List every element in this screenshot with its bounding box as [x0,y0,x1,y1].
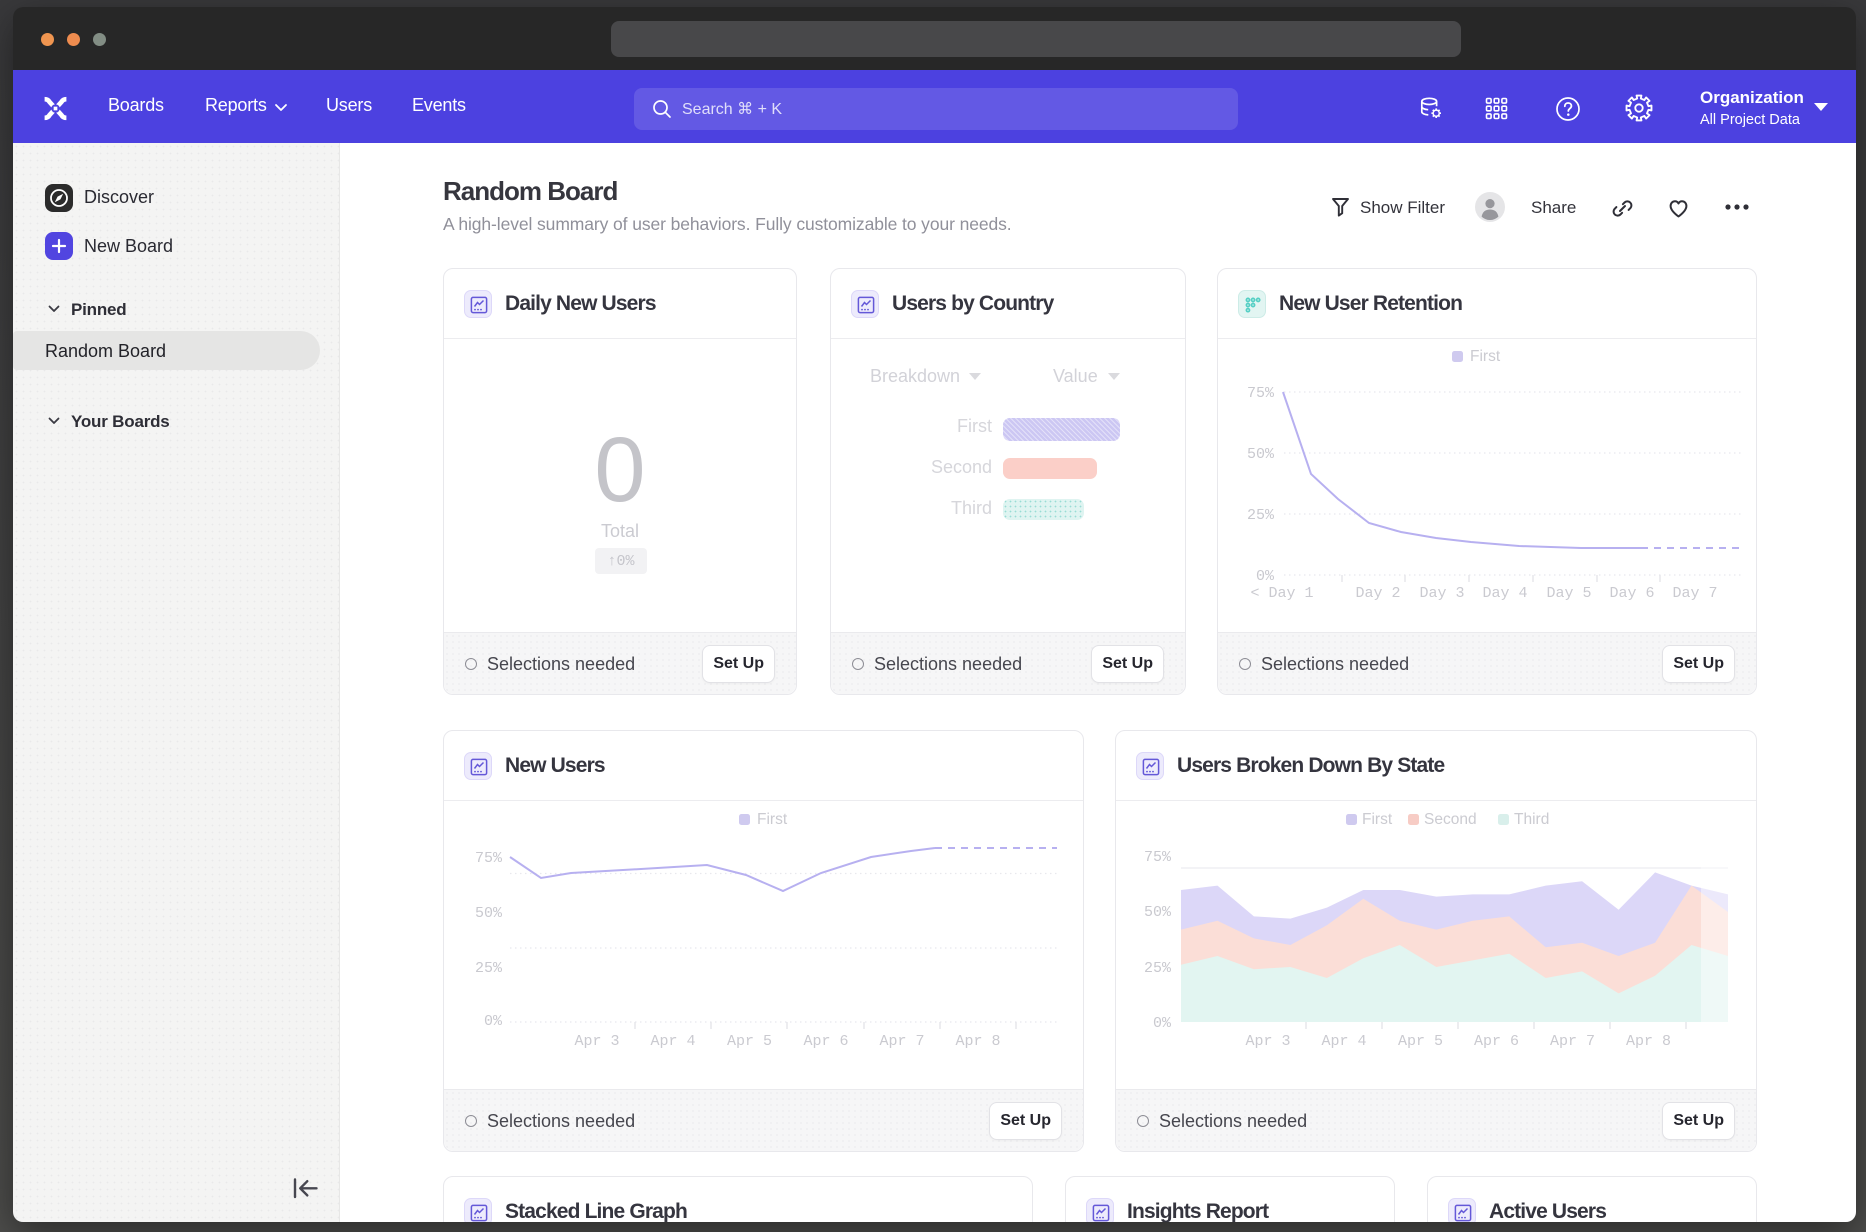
svg-text:First: First [757,811,788,828]
svg-text:25%: 25% [1144,960,1172,977]
svg-text:Apr 7: Apr 7 [879,1033,924,1050]
svg-text:Day 2: Day 2 [1355,585,1400,602]
svg-text:75%: 75% [1247,385,1275,402]
svg-text:Apr 8: Apr 8 [1626,1033,1671,1050]
svg-text:Apr 4: Apr 4 [1321,1033,1366,1050]
svg-text:< Day 1: < Day 1 [1250,585,1313,602]
svg-text:Apr 8: Apr 8 [955,1033,1000,1050]
svg-text:Day 7: Day 7 [1672,585,1717,602]
svg-text:0%: 0% [1256,568,1275,585]
svg-text:Apr 4: Apr 4 [650,1033,695,1050]
svg-text:50%: 50% [1144,904,1172,921]
svg-text:50%: 50% [475,905,503,922]
svg-text:Apr 5: Apr 5 [727,1033,772,1050]
svg-text:Apr 5: Apr 5 [1398,1033,1443,1050]
svg-text:Apr 3: Apr 3 [574,1033,619,1050]
svg-text:75%: 75% [1144,849,1172,866]
svg-text:25%: 25% [475,960,503,977]
svg-text:50%: 50% [1247,446,1275,463]
svg-text:Apr 6: Apr 6 [1474,1033,1519,1050]
svg-text:Apr 7: Apr 7 [1550,1033,1595,1050]
svg-text:Second: Second [1424,811,1477,828]
svg-text:Third: Third [1514,811,1549,828]
svg-text:75%: 75% [475,850,503,867]
svg-text:Day 3: Day 3 [1419,585,1464,602]
svg-text:Apr 3: Apr 3 [1245,1033,1290,1050]
svg-text:Day 4: Day 4 [1482,585,1527,602]
svg-text:Day 6: Day 6 [1609,585,1654,602]
svg-text:0%: 0% [484,1013,503,1030]
svg-text:Apr 6: Apr 6 [803,1033,848,1050]
svg-text:First: First [1470,348,1501,365]
svg-text:25%: 25% [1247,507,1275,524]
svg-text:First: First [1362,811,1393,828]
svg-text:0%: 0% [1153,1015,1172,1032]
svg-text:Day 5: Day 5 [1546,585,1591,602]
